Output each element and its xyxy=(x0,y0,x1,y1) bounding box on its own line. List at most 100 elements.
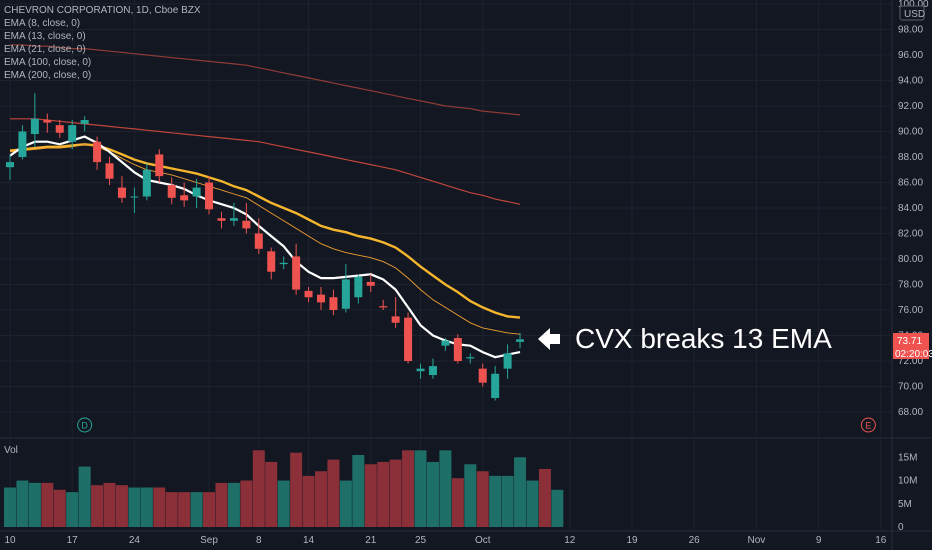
candle-body xyxy=(192,187,201,197)
price-tick-label: 76.00 xyxy=(898,305,923,316)
volume-bar xyxy=(28,482,41,527)
volume-bar xyxy=(277,480,290,527)
volume-bar xyxy=(41,482,54,527)
volume-bar xyxy=(501,475,514,527)
date-tick-label: 14 xyxy=(303,535,315,546)
series-ema200-line xyxy=(10,44,521,116)
price-tick-label: 68.00 xyxy=(898,407,923,418)
candle-body xyxy=(167,185,176,198)
volume-bar xyxy=(153,487,166,527)
price-tick-label: 70.00 xyxy=(898,382,923,393)
volume-bar xyxy=(476,471,489,527)
candle-body xyxy=(55,125,64,133)
candle-body xyxy=(68,125,77,142)
candle-body xyxy=(254,233,263,249)
volume-bar xyxy=(203,492,216,527)
candle-body xyxy=(80,120,89,124)
legend-ema13[interactable]: EMA (13, close, 0) xyxy=(4,31,86,42)
volume-bar xyxy=(489,475,502,527)
volume-pane-title: Vol xyxy=(4,445,18,456)
currency-label: USD xyxy=(904,9,925,20)
price-tick-label: 90.00 xyxy=(898,127,923,138)
volume-bar xyxy=(389,459,402,527)
candle-body xyxy=(279,262,288,265)
candle-body xyxy=(205,182,214,210)
left-arrow-icon xyxy=(538,328,560,350)
price-tick-label: 100.00 xyxy=(898,0,929,10)
volume-bar xyxy=(165,492,178,527)
volume-axis: 0 5M 10M 15M xyxy=(898,452,917,533)
date-tick-label: 24 xyxy=(129,535,141,546)
volume-bar xyxy=(103,482,116,527)
price-tick-label: 96.00 xyxy=(898,50,923,61)
price-axis[interactable]: 68.0070.0072.0074.0076.0078.0080.0082.00… xyxy=(898,0,929,418)
candle-body xyxy=(18,131,27,157)
countdown-value: 02:20:03 xyxy=(895,349,932,360)
candle-body xyxy=(428,366,437,376)
volume-bar xyxy=(526,480,539,527)
annotation-text: CVX breaks 13 EMA xyxy=(575,323,832,354)
candle-body xyxy=(242,220,251,229)
series-ema100-line xyxy=(10,118,521,205)
volume-bar xyxy=(16,480,29,527)
date-tick-label: 16 xyxy=(875,535,887,546)
candle-body xyxy=(30,118,39,135)
candle-body xyxy=(217,218,226,221)
date-tick-label: 12 xyxy=(564,535,576,546)
last-price-tag xyxy=(893,333,929,347)
candle-body xyxy=(292,256,301,290)
candle-body xyxy=(43,120,52,123)
date-tick-label: 21 xyxy=(365,535,377,546)
candle-body xyxy=(354,276,363,298)
currency-button[interactable] xyxy=(899,5,925,21)
volume-bar xyxy=(227,482,240,527)
volume-bar xyxy=(538,468,551,527)
legend-ema21[interactable]: EMA (21, close, 0) xyxy=(4,44,86,55)
legend-ema100[interactable]: EMA (100, close, 0) xyxy=(4,57,91,68)
candle-body xyxy=(366,281,375,286)
date-tick-label: Oct xyxy=(475,535,491,546)
volume-tick-label: 0 xyxy=(898,522,904,533)
price-tick-label: 82.00 xyxy=(898,229,923,240)
volume-bar xyxy=(302,475,315,527)
event-marker-d[interactable] xyxy=(77,417,93,433)
price-tick-label: 88.00 xyxy=(898,152,923,163)
price-tick-label: 72.00 xyxy=(898,356,923,367)
date-tick-label: Sep xyxy=(200,535,218,546)
volume-bar xyxy=(339,480,352,527)
volume-bar xyxy=(140,487,153,527)
date-tick-label: Nov xyxy=(748,535,766,546)
candle-body xyxy=(404,317,413,361)
legend-ema8[interactable]: EMA (8, close, 0) xyxy=(4,18,80,29)
candle-body xyxy=(6,162,14,168)
price-tick-label: 94.00 xyxy=(898,76,923,87)
price-tick-label: 78.00 xyxy=(898,280,923,291)
candle-body xyxy=(478,368,487,383)
candle-body xyxy=(93,141,102,163)
volume-bar xyxy=(53,489,66,527)
date-tick-label: 17 xyxy=(67,535,79,546)
candle-body xyxy=(180,195,189,201)
volume-bar xyxy=(377,461,390,527)
volume-bar xyxy=(514,457,527,527)
price-tick-label: 98.00 xyxy=(898,25,923,36)
volume-bar xyxy=(352,454,365,527)
volume-bar xyxy=(78,466,91,527)
candle-body xyxy=(117,187,126,198)
volume-bar xyxy=(364,464,377,527)
time-axis[interactable]: 10 17 24 Sep 8 14 21 25 Oct 12 19 26 Nov 9 16 xyxy=(4,535,886,546)
event-marker-e[interactable] xyxy=(860,417,876,433)
volume-bars xyxy=(4,450,564,527)
volume-bar xyxy=(402,450,415,527)
candle-body xyxy=(416,368,425,372)
volume-bar xyxy=(4,487,16,527)
candle-body xyxy=(130,196,139,198)
legend-ema200[interactable]: EMA (200, close, 0) xyxy=(4,70,91,81)
volume-bar xyxy=(252,450,265,527)
volume-bar xyxy=(439,450,452,527)
volume-bar xyxy=(115,485,128,527)
